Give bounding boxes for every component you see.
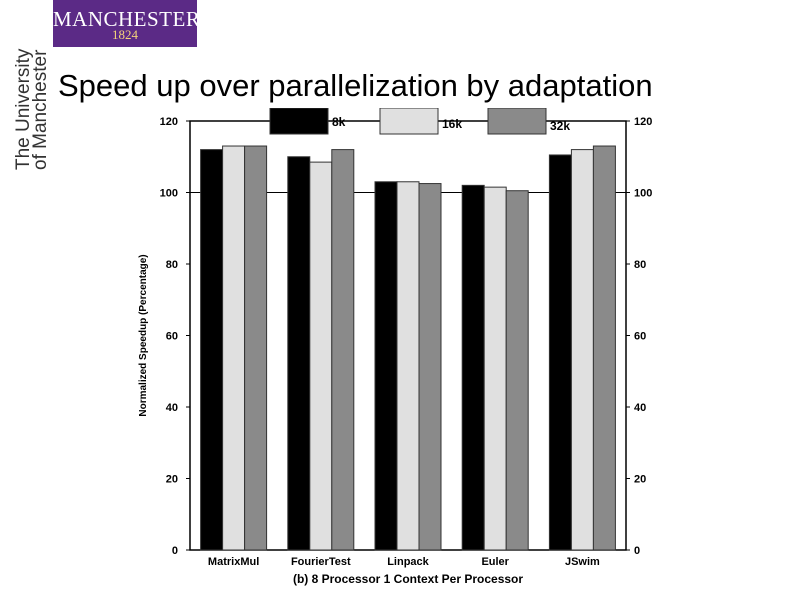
x-axis-label: (b) 8 Processor 1 Context Per Processor (293, 572, 523, 586)
bar-linpack-32k (418, 183, 442, 551)
legend-label-8k: 8k (332, 115, 346, 129)
y-tick-label-right: 100 (634, 188, 652, 200)
side-text-line2: of Manchester (30, 49, 51, 170)
bar-fouriertest-8k (287, 156, 311, 551)
y-axis-label: Normalized Speedup (Percentage) (138, 254, 149, 416)
bar-matrixmul-16k (222, 145, 246, 551)
x-tick-label: Euler (481, 556, 509, 568)
x-tick-label: Linpack (387, 556, 429, 568)
legend-label-32k: 32k (550, 119, 570, 133)
y-tick-label-right: 40 (634, 402, 646, 414)
bar-jswim-16k (570, 149, 594, 551)
bar-jswim-32k (592, 145, 616, 551)
bar-linpack-8k (374, 181, 398, 551)
legend-swatch-16k (379, 108, 439, 135)
bar-jswim-8k (548, 154, 572, 551)
y-tick-label-right: 60 (634, 331, 646, 343)
y-tick-label-right: 80 (634, 259, 646, 271)
bar-linpack-16k (396, 181, 420, 551)
legend-swatch-8k (269, 108, 329, 135)
bar-euler-32k (505, 190, 529, 551)
y-tick-label-left: 60 (166, 331, 178, 343)
logo-name: MANCHESTER (53, 7, 201, 31)
slide-title: Speed up over parallelization by adaptat… (58, 68, 653, 103)
legend-label-16k: 16k (442, 117, 462, 131)
y-tick-label-right: 20 (634, 474, 646, 486)
y-tick-label-left: 0 (172, 545, 178, 557)
legend-swatch-32k (487, 108, 547, 135)
university-side-text: The University of Manchester (13, 49, 51, 170)
bar-fouriertest-32k (331, 149, 355, 551)
x-tick-label: JSwim (565, 556, 600, 568)
y-tick-label-right: 0 (634, 545, 640, 557)
bar-matrixmul-32k (244, 145, 268, 551)
bar-fouriertest-16k (309, 161, 333, 551)
y-tick-label-left: 20 (166, 474, 178, 486)
university-logo: MANCHESTER 1824 (53, 0, 201, 47)
logo-year: 1824 (112, 27, 138, 42)
y-tick-label-left: 100 (160, 188, 178, 200)
bar-euler-8k (461, 184, 485, 551)
y-tick-label-left: 80 (166, 259, 178, 271)
x-tick-label: MatrixMul (208, 556, 259, 568)
x-tick-label: FourierTest (291, 556, 351, 568)
bar-euler-16k (483, 186, 507, 551)
y-tick-label-left: 40 (166, 402, 178, 414)
y-tick-label-left: 120 (160, 116, 178, 128)
speedup-bar-chart: 0 0 20 20 40 40 60 60 80 80 100 100 120 120 MatrixMul F… (138, 108, 652, 586)
y-tick-label-right: 120 (634, 116, 652, 128)
bar-matrixmul-8k (200, 149, 224, 551)
